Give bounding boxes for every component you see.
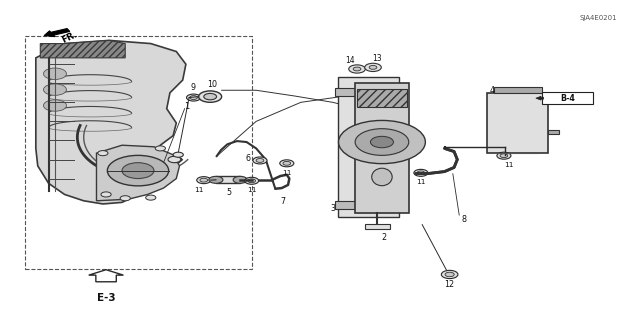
Circle shape	[98, 151, 108, 156]
Circle shape	[365, 63, 381, 71]
Circle shape	[122, 163, 154, 179]
Circle shape	[186, 94, 200, 101]
Circle shape	[371, 136, 394, 148]
Circle shape	[196, 177, 211, 184]
Text: 6: 6	[246, 154, 251, 163]
Text: 5: 5	[226, 188, 231, 197]
FancyArrow shape	[44, 29, 70, 37]
Circle shape	[349, 65, 365, 73]
Circle shape	[120, 196, 131, 201]
Text: 11: 11	[194, 187, 204, 193]
Text: 11: 11	[504, 162, 514, 168]
Text: 1: 1	[184, 102, 189, 111]
Text: 7: 7	[280, 197, 285, 206]
Text: 3: 3	[331, 204, 336, 213]
Circle shape	[44, 84, 67, 95]
Circle shape	[146, 195, 156, 200]
Circle shape	[417, 171, 425, 175]
Circle shape	[280, 160, 294, 167]
Circle shape	[209, 176, 223, 183]
Circle shape	[369, 65, 377, 69]
Text: 13: 13	[372, 54, 382, 63]
Polygon shape	[40, 41, 125, 58]
Bar	[357, 89, 408, 107]
FancyBboxPatch shape	[542, 92, 593, 104]
Text: 11: 11	[247, 187, 257, 193]
Circle shape	[256, 159, 264, 162]
Text: 12: 12	[445, 279, 454, 288]
Circle shape	[355, 129, 409, 155]
Circle shape	[253, 157, 267, 164]
Circle shape	[500, 154, 508, 158]
Bar	[338, 77, 399, 217]
Circle shape	[156, 146, 166, 151]
Circle shape	[414, 169, 428, 176]
Text: 8: 8	[462, 215, 467, 224]
Bar	[548, 130, 559, 134]
Bar	[335, 201, 402, 209]
Bar	[25, 36, 252, 269]
Circle shape	[233, 176, 247, 183]
Circle shape	[339, 121, 426, 164]
Circle shape	[200, 178, 207, 182]
Circle shape	[108, 155, 169, 186]
Text: 2: 2	[381, 233, 387, 242]
Polygon shape	[97, 145, 179, 201]
FancyArrow shape	[536, 96, 543, 100]
Circle shape	[44, 68, 67, 79]
Text: 14: 14	[345, 56, 355, 65]
Circle shape	[198, 91, 221, 102]
Text: SJA4E0201: SJA4E0201	[579, 15, 617, 21]
Polygon shape	[36, 41, 186, 204]
Ellipse shape	[372, 168, 392, 186]
Circle shape	[101, 192, 111, 197]
Bar	[487, 93, 548, 153]
Circle shape	[189, 96, 197, 100]
Circle shape	[445, 272, 454, 277]
Circle shape	[442, 270, 458, 278]
Bar	[365, 224, 390, 229]
Polygon shape	[89, 270, 124, 282]
Text: FR.: FR.	[60, 30, 79, 45]
Text: 9: 9	[191, 83, 196, 92]
Bar	[335, 88, 402, 96]
Text: B-4: B-4	[561, 94, 575, 103]
Circle shape	[173, 152, 183, 157]
Text: 11: 11	[416, 179, 426, 185]
Text: E-3: E-3	[97, 293, 115, 303]
Circle shape	[283, 161, 291, 165]
Circle shape	[172, 157, 181, 162]
Circle shape	[168, 156, 180, 163]
Circle shape	[44, 100, 67, 111]
Circle shape	[204, 93, 216, 100]
Circle shape	[353, 67, 361, 71]
Circle shape	[248, 179, 255, 183]
Text: 11: 11	[282, 170, 292, 176]
Text: 4: 4	[490, 86, 495, 95]
Text: 10: 10	[207, 80, 217, 89]
Circle shape	[497, 152, 511, 159]
Bar	[493, 87, 541, 93]
Circle shape	[244, 177, 259, 184]
Bar	[355, 83, 410, 213]
Bar	[216, 176, 240, 183]
